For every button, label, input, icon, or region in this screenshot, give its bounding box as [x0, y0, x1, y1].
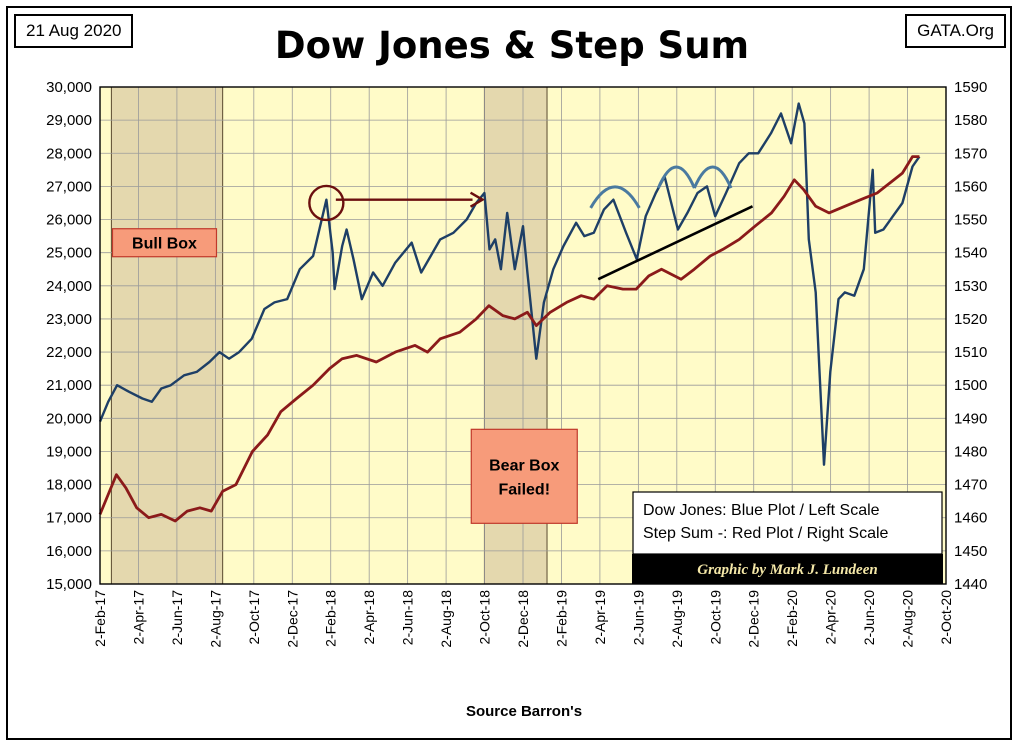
x-tick-label: 2-Jun-20 [861, 590, 877, 645]
callout-box [470, 428, 578, 524]
x-tick-label: 2-Apr-17 [130, 590, 146, 645]
x-tick-label: 2-Oct-19 [707, 590, 723, 645]
y-right-tick-label: 1510 [954, 344, 987, 361]
y-right-tick-label: 1550 [954, 212, 987, 229]
pattern-arc [692, 165, 733, 189]
x-tick-label: 2-Dec-17 [284, 590, 300, 648]
y-left-tick-label: 19,000 [46, 443, 92, 460]
date-label: 21 Aug 2020 [14, 14, 134, 48]
x-tick-label: 2-Dec-18 [515, 590, 531, 648]
legend-entry: Dow Jones: Blue Plot / Left Scale [643, 502, 880, 519]
trend-line [597, 205, 754, 281]
plot-border [99, 86, 947, 585]
y-right-tick-label: 1560 [954, 178, 987, 195]
y-right-tick-label: 1460 [954, 510, 987, 527]
y-right-tick-label: 1490 [954, 410, 987, 427]
y-right-tick-label: 1450 [954, 543, 987, 560]
x-tick-label: 2-Aug-19 [669, 590, 685, 648]
y-left-tick-label: 24,000 [46, 278, 92, 295]
x-tick-label: 2-Feb-19 [553, 590, 569, 647]
x-tick-label: 2-Oct-20 [938, 590, 954, 645]
y-right-tick-label: 1570 [954, 145, 987, 162]
x-tick-label: 2-Jun-17 [169, 590, 185, 645]
legend-box [632, 491, 943, 555]
site-label: GATA.Org [905, 14, 1006, 48]
y-left-tick-label: 22,000 [46, 344, 92, 361]
x-tick-label: 2-Jun-19 [630, 590, 646, 645]
x-tick-label: 2-Aug-17 [207, 590, 223, 648]
y-left-tick-label: 15,000 [46, 576, 92, 593]
x-tick-label: 2-Apr-18 [361, 590, 377, 645]
x-tick-label: 2-Aug-18 [438, 590, 454, 648]
y-right-tick-label: 1530 [954, 278, 987, 295]
pattern-arc [656, 165, 696, 189]
y-left-tick-label: 28,000 [46, 145, 92, 162]
pattern-arc [589, 185, 641, 209]
y-right-tick-label: 1520 [954, 311, 987, 328]
y-right-tick-label: 1590 [954, 79, 987, 96]
callout-label: Bear Box [489, 457, 559, 474]
x-tick-label: 2-Dec-19 [746, 590, 762, 648]
x-tick-label: 2-Oct-17 [246, 590, 262, 645]
y-right-tick-label: 1580 [954, 112, 987, 129]
callout-label: Bull Box [132, 236, 197, 253]
chart-title: Dow Jones & Step Sum [274, 24, 750, 67]
credit-text: Graphic by Mark J. Lundeen [697, 562, 877, 578]
y-left-tick-label: 23,000 [46, 311, 92, 328]
y-right-tick-label: 1480 [954, 443, 987, 460]
y-left-tick-label: 26,000 [46, 212, 92, 229]
y-left-tick-label: 27,000 [46, 178, 92, 195]
highlight-circle [308, 184, 345, 222]
x-tick-label: 2-Feb-20 [784, 590, 800, 647]
credit-bar [632, 554, 943, 584]
legend-entry: Step Sum -: Red Plot / Right Scale [643, 525, 889, 542]
x-tick-label: 2-Apr-19 [592, 590, 608, 645]
y-right-tick-label: 1470 [954, 477, 987, 494]
x-tick-label: 2-Aug-20 [900, 590, 916, 648]
dow-jones-line [98, 102, 921, 466]
y-left-tick-label: 17,000 [46, 510, 92, 527]
annotations: Bull Box Bear Box Failed! [111, 165, 754, 524]
x-tick-label: 2-Jun-18 [400, 590, 416, 645]
y-right-tick-label: 1540 [954, 245, 987, 262]
legend: Dow Jones: Blue Plot / Left Scale Step Su… [632, 491, 943, 584]
y-left-tick-label: 25,000 [46, 245, 92, 262]
step-sum-line [98, 155, 920, 523]
y-right-tick-label: 1500 [954, 377, 987, 394]
y-left-tick-label: 21,000 [46, 377, 92, 394]
x-tick-label: 2-Feb-17 [92, 590, 108, 647]
x-tick-label: 2-Apr-20 [823, 590, 839, 645]
x-axis-label: Source Barron's [466, 703, 582, 720]
series [98, 102, 921, 523]
callout-box [111, 228, 218, 258]
x-tick-label: 2-Feb-18 [323, 590, 339, 647]
shaded-box [110, 86, 224, 585]
y-left-tick-label: 29,000 [46, 112, 92, 129]
y-left-tick-label: 18,000 [46, 477, 92, 494]
axes: 15,000 16,000 17,000 18,000 19,000 20,000 21,0… [46, 79, 987, 648]
y-left-tick-label: 16,000 [46, 543, 92, 560]
arrow-head [469, 191, 485, 208]
x-tick-label: 2-Oct-18 [477, 590, 493, 645]
y-right-tick-label: 1440 [954, 576, 987, 593]
callout-label: Failed! [498, 481, 550, 498]
y-left-tick-label: 20,000 [46, 410, 92, 427]
y-left-tick-label: 30,000 [46, 79, 92, 96]
